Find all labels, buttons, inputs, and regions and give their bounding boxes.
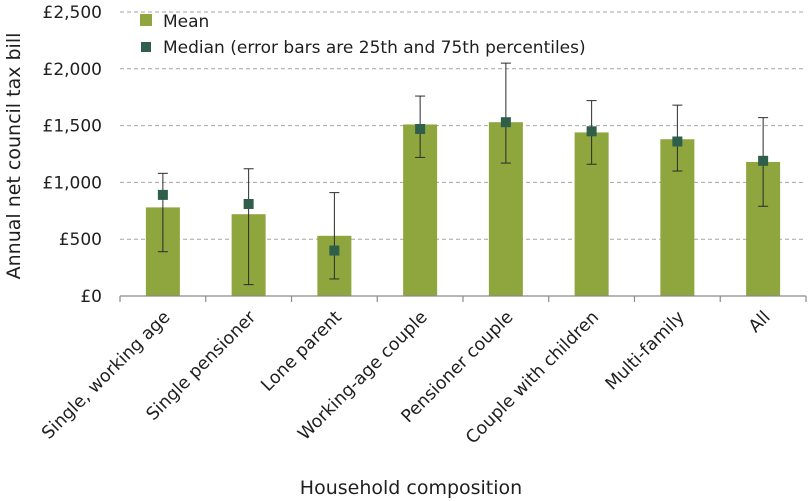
x-category-label: All xyxy=(745,307,774,336)
y-tick-label: £1,000 xyxy=(43,173,102,193)
legend-median-label: Median (error bars are 25th and 75th per… xyxy=(163,38,586,58)
x-axis-title: Household composition xyxy=(300,477,522,499)
x-category-label: Lone parent xyxy=(258,307,346,395)
median-marker xyxy=(672,136,683,147)
median-marker xyxy=(586,126,597,137)
y-axis-title: Annual net council tax bill xyxy=(3,33,25,280)
legend: Mean Median (error bars are 25th and 75t… xyxy=(140,12,586,58)
y-axis-ticks: £0 £500 £1,000 £1,500 £2,000 £2,500 xyxy=(43,3,102,307)
median-marker xyxy=(243,198,254,209)
x-axis-ticks xyxy=(119,296,807,302)
median-marker xyxy=(329,245,340,256)
y-tick-label: £2,000 xyxy=(43,60,102,80)
legend-mean-label: Mean xyxy=(163,12,209,32)
y-tick-label: £2,500 xyxy=(43,3,102,23)
median-marker xyxy=(415,124,426,135)
median-marker xyxy=(500,117,511,128)
legend-median-swatch xyxy=(141,42,151,52)
median-marker xyxy=(758,155,769,166)
x-category-label: Multi-family xyxy=(602,307,689,394)
y-tick-label: £0 xyxy=(80,287,102,307)
y-tick-label: £500 xyxy=(59,230,102,250)
mean-bars xyxy=(145,122,781,297)
median-marker xyxy=(157,189,168,200)
legend-mean-swatch xyxy=(140,14,152,26)
y-tick-label: £1,500 xyxy=(43,117,102,137)
median-markers xyxy=(157,117,769,256)
